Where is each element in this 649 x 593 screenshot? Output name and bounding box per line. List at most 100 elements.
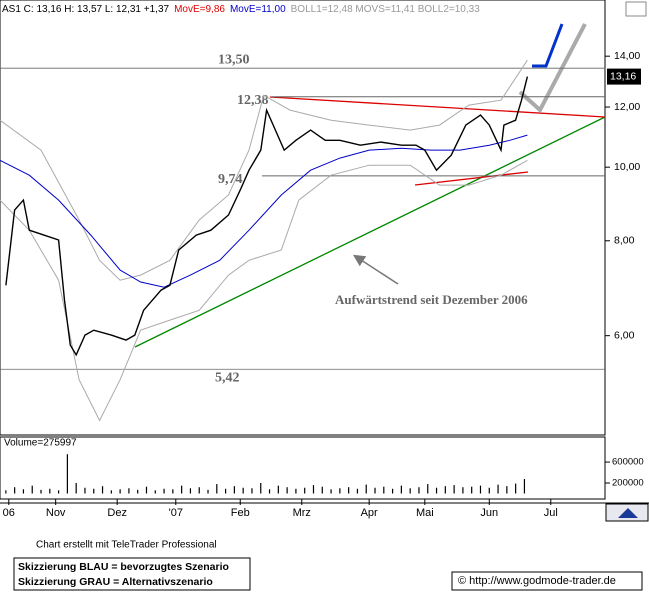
x-tick-label: Jul: [544, 507, 558, 519]
volume-bar: [242, 487, 244, 494]
main-scenario-arrow: [532, 23, 564, 68]
x-tick-label: Mrz: [293, 507, 311, 519]
volume-bar: [93, 488, 95, 494]
alt-scenario-arrow: [518, 23, 587, 114]
volume-bar: [462, 487, 464, 494]
series-line: [0, 59, 528, 281]
volume-bar: [348, 487, 350, 494]
source[interactable]: © http://www.godmode-trader.de: [458, 575, 616, 587]
y-tick-label: 14,00: [614, 50, 640, 62]
x-tick-label: 06: [3, 507, 15, 519]
volume-bar: [137, 489, 139, 494]
x-tick-label: Dez: [107, 507, 127, 519]
y-tick-label: 200000: [612, 478, 644, 489]
header: AS1 C: 13,16 H: 13,57 L: 12,31 +1,37 MovE…: [2, 4, 480, 15]
y-tick-label: 12,00: [614, 101, 640, 113]
volume-bar: [321, 486, 323, 494]
source-box: [451, 571, 643, 591]
series-line: [0, 159, 528, 422]
volume-bar: [14, 487, 16, 494]
volume-bar: [312, 485, 315, 494]
volume-bar: [22, 489, 25, 494]
volume-bar: [400, 485, 402, 494]
volume-bar: [374, 487, 376, 494]
x-tick-label: '07: [169, 507, 183, 519]
tool-icon: [618, 508, 638, 518]
legend-box: [13, 557, 251, 591]
volume-bar: [304, 487, 306, 494]
volume-bar: [506, 486, 508, 494]
volume-bar: [268, 489, 271, 494]
volume-bar: [286, 487, 288, 494]
level-label: 9,74: [218, 172, 243, 187]
series-line: [0, 134, 528, 288]
x-tick-label: Mai: [416, 507, 434, 519]
level-label: 13,50: [218, 52, 250, 67]
support-line: [414, 171, 529, 186]
x-tick-label: Feb: [231, 507, 250, 519]
legend-text: Skizzierung GRAU = Alternativszenario: [18, 576, 213, 588]
volume-bar: [181, 485, 183, 494]
volume-bar: [479, 485, 482, 494]
volume-bar: [391, 488, 394, 494]
volume-bar: [444, 486, 446, 494]
volume-bar: [330, 489, 332, 494]
volume-bar: [523, 479, 526, 494]
trend-line: [134, 116, 606, 348]
volume-bar: [435, 487, 438, 494]
volume-bar: [145, 486, 148, 494]
volume-bar: [497, 484, 499, 494]
volume-bar: [5, 490, 7, 494]
volume-bar: [84, 487, 86, 494]
corner-icon[interactable]: [625, 1, 647, 17]
resistance-line: [269, 96, 606, 118]
volume-bar: [119, 489, 121, 494]
x-tick-label: Jun: [480, 507, 498, 519]
header-segment: MovE=11,00: [230, 4, 286, 15]
x-tick-label: Nov: [46, 507, 66, 519]
volume-bar: [163, 488, 165, 494]
volume-bar: [295, 488, 297, 494]
volume-bar: [31, 485, 33, 494]
y-tick-label: 8,00: [614, 235, 635, 247]
volume-bar: [427, 484, 429, 494]
volume-bar: [57, 490, 60, 494]
volume-bar: [356, 488, 359, 494]
volume-bar: [154, 490, 156, 494]
volume-bar: [216, 484, 218, 494]
level-label: 12,38: [237, 93, 269, 108]
y-tick-label: 10,00: [614, 161, 640, 173]
y-tick-label: 6,00: [614, 329, 635, 341]
volume-bar: [383, 486, 385, 494]
annotation-arrow: [352, 254, 399, 285]
volume-bar: [189, 488, 192, 494]
level-label: 5,42: [215, 370, 240, 385]
volume-bar: [453, 485, 455, 494]
plot-frame: [0, 0, 606, 436]
volume-bar: [172, 489, 174, 494]
volume-bar: [75, 483, 77, 494]
volume-bar: [40, 489, 42, 494]
volume-bar: [224, 488, 227, 494]
volume-bar: [488, 487, 490, 494]
series-line: [5, 76, 529, 357]
volume-bar: [277, 485, 279, 494]
volume-bar: [251, 488, 253, 494]
volume-bar: [365, 484, 367, 494]
header-segment: BOLL1=12,48 MOVS=11,41 BOLL2=10,33: [291, 4, 481, 15]
credit: Chart erstellt mit TeleTrader Profession…: [36, 540, 217, 551]
volume-bar: [207, 489, 209, 494]
volume-bar: [101, 486, 104, 494]
annotation: Aufwärtstrend seit Dezember 2006: [335, 292, 528, 307]
volume-bar: [49, 488, 51, 494]
volume-bar: [233, 486, 235, 494]
volume-bar: [418, 487, 420, 494]
volume-bar: [66, 454, 68, 494]
volume-bar: [471, 486, 473, 494]
header-segment: MovE=9,86: [174, 4, 225, 15]
volume-bar: [198, 487, 200, 494]
y-tick-label: 600000: [612, 457, 644, 468]
volume-frame: [0, 436, 606, 500]
